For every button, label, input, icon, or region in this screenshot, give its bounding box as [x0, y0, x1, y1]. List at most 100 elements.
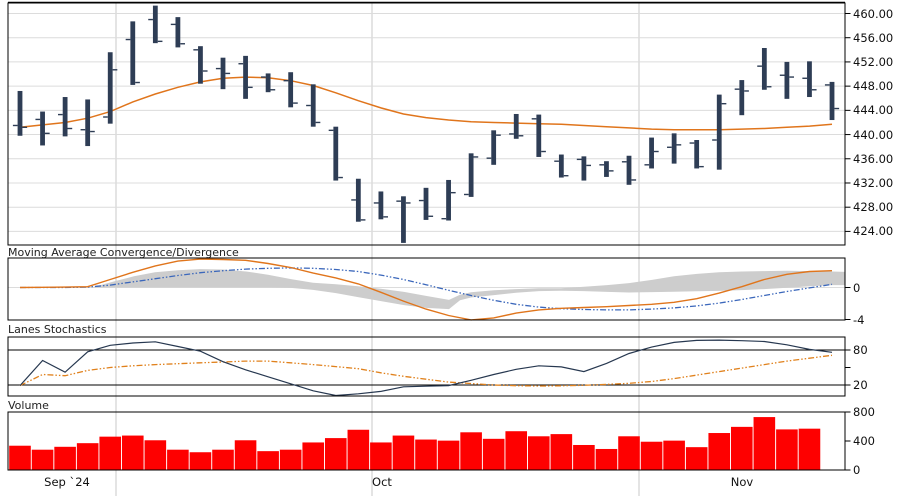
ohlc-close-tick	[428, 215, 434, 217]
macd-histogram-band	[93, 269, 845, 310]
ohlc-close-tick	[360, 219, 366, 221]
ohlc-open-tick	[486, 157, 492, 159]
price-axis-label: 440.00	[853, 127, 894, 142]
volume-bar	[189, 452, 212, 470]
ohlc-close-tick	[699, 165, 704, 168]
ohlc-bar	[671, 133, 677, 164]
x-axis-label-sep: Sep `24	[44, 475, 90, 489]
ohlc-bar	[62, 97, 68, 137]
macd-panel-title: Moving Average Convergence/Divergence	[8, 245, 239, 259]
ohlc-close-tick	[383, 216, 388, 218]
ohlc-open-tick	[193, 49, 199, 51]
stoch-axis-label: 20	[853, 378, 868, 392]
volume-bar	[121, 435, 144, 470]
ohlc-close-tick	[608, 170, 614, 172]
ohlc-close-tick	[135, 81, 140, 84]
ohlc-bar	[130, 21, 136, 85]
ohlc-open-tick	[712, 139, 717, 141]
ohlc-bar	[85, 99, 91, 147]
ohlc-open-tick	[464, 193, 469, 196]
volume-bar	[31, 449, 54, 470]
ohlc-bar	[649, 137, 654, 169]
ohlc-bar	[807, 61, 812, 98]
ohlc-open-tick	[238, 63, 244, 65]
ohlc-open-tick	[261, 76, 266, 78]
volume-bar	[54, 446, 76, 470]
volume-bar	[505, 431, 528, 470]
ohlc-bar	[604, 161, 609, 177]
volume-bar	[167, 449, 189, 470]
ohlc-close-tick	[157, 40, 163, 43]
ohlc-open-tick	[689, 142, 695, 144]
ohlc-close-tick	[563, 175, 569, 177]
volume-bar	[482, 438, 505, 470]
ohlc-open-tick	[667, 146, 672, 148]
ohlc-close-tick	[112, 69, 118, 71]
panel-border	[7, 336, 846, 397]
ohlc-bar	[152, 5, 158, 44]
ohlc-close-tick	[338, 176, 343, 179]
moving-average-line	[19, 76, 833, 131]
ohlc-open-tick	[531, 118, 537, 120]
volume-bar	[234, 440, 257, 470]
macd-line	[19, 258, 833, 321]
ohlc-close-tick	[293, 102, 298, 104]
ohlc-open-tick	[351, 199, 356, 201]
ohlc-close-tick	[653, 150, 659, 153]
ohlc-bar	[513, 113, 519, 139]
price-axis-label: 428.00	[853, 200, 894, 215]
ohlc-open-tick	[418, 199, 424, 202]
volume-bar	[640, 441, 663, 470]
volume-bar	[460, 432, 482, 470]
ohlc-close-tick	[315, 121, 321, 124]
ohlc-close-tick	[473, 156, 479, 158]
ohlc-open-tick	[802, 77, 808, 79]
ohlc-open-tick	[80, 129, 86, 131]
x-axis-label-nov: Nov	[730, 475, 754, 489]
ohlc-close-tick	[834, 107, 840, 110]
ohlc-open-tick	[599, 164, 605, 166]
ohlc-open-tick	[824, 84, 830, 86]
ohlc-open-tick	[554, 160, 559, 162]
ohlc-bar	[536, 114, 542, 157]
ohlc-open-tick	[58, 113, 63, 116]
ohlc-bar	[468, 153, 474, 197]
ohlc-bar	[626, 155, 632, 185]
ohlc-close-tick	[811, 89, 817, 91]
ohlc-close-tick	[631, 179, 637, 181]
ohlc-open-tick	[283, 79, 289, 82]
price-axis-label: 448.00	[853, 79, 894, 94]
volume-bar	[527, 436, 550, 470]
ohlc-open-tick	[306, 104, 311, 107]
ohlc-close-tick	[405, 202, 411, 204]
volume-bar	[415, 439, 437, 470]
ohlc-bar	[829, 81, 835, 121]
volume-bar	[550, 434, 573, 470]
volume-bar	[437, 440, 460, 470]
ohlc-bar	[423, 187, 429, 220]
ohlc-close-tick	[44, 132, 50, 135]
panel-border	[7, 2, 846, 246]
macd-signal-line	[20, 267, 833, 311]
volume-bar	[99, 436, 122, 470]
volume-panel-title: Volume	[8, 398, 49, 412]
volume-bar	[257, 451, 279, 470]
volume-bar	[347, 429, 370, 470]
ohlc-close-tick	[67, 127, 73, 130]
ohlc-close-tick	[518, 135, 524, 137]
ohlc-bar	[175, 17, 181, 48]
ohlc-bar	[265, 73, 271, 93]
ohlc-close-tick	[270, 89, 276, 91]
price-axis-label: 452.00	[853, 54, 894, 69]
ohlc-bar	[378, 191, 384, 220]
ohlc-close-tick	[721, 102, 727, 105]
macd-axis-label: -4	[853, 312, 865, 327]
ohlc-close-tick	[225, 72, 231, 75]
ohlc-bar	[401, 196, 406, 243]
ohlc-bar	[694, 140, 700, 169]
ohlc-open-tick	[396, 200, 402, 202]
volume-bar	[685, 447, 708, 470]
ohlc-open-tick	[103, 116, 108, 118]
